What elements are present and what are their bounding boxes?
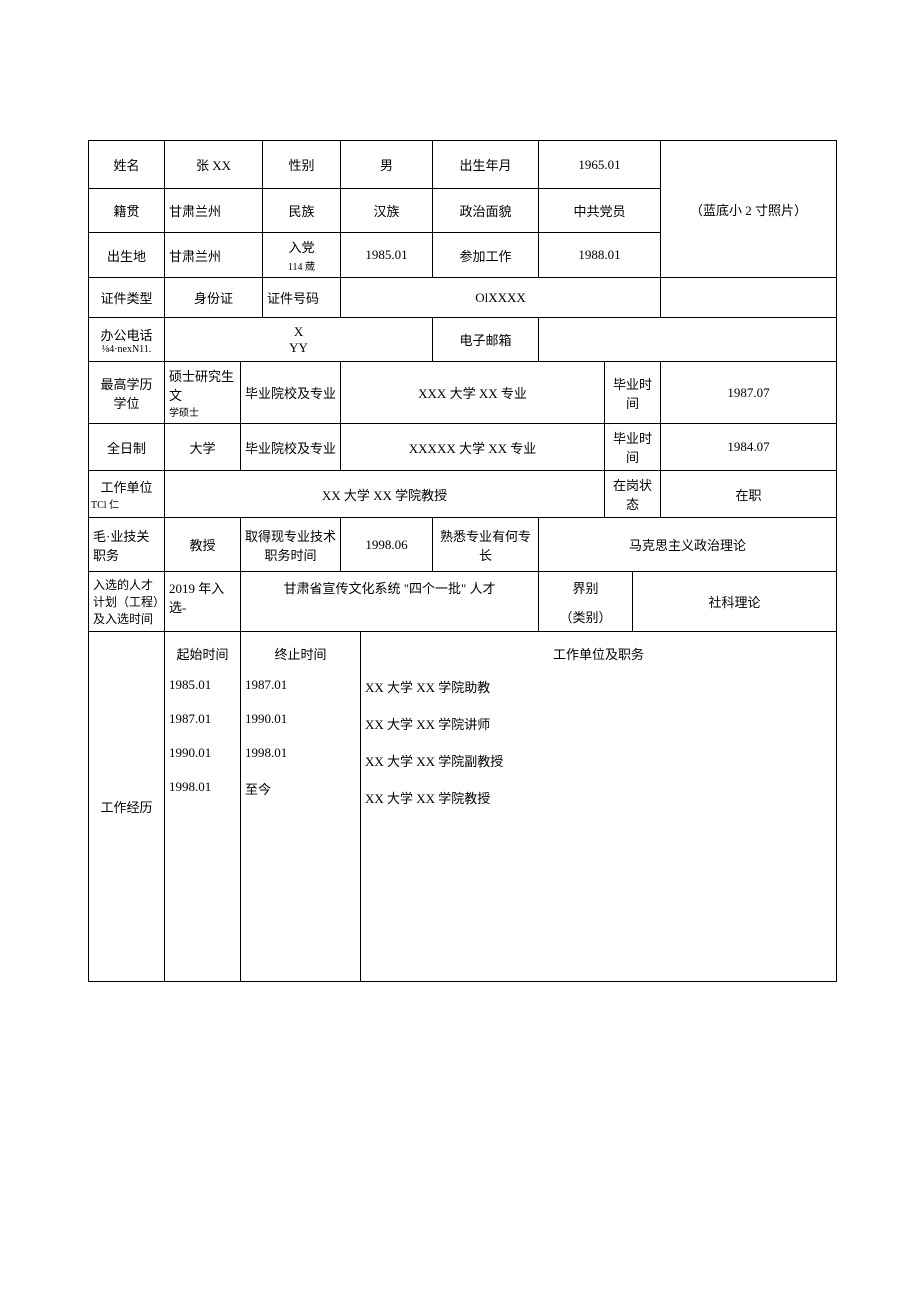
label-gradschool2: 毕业院校及专业 [241,424,341,471]
label-highestedu-2: 学位 [91,393,162,412]
history-end: 终止时间 1987.01 1990.01 1998.01 至今 [241,632,361,982]
label-workstart: 参加工作 [433,233,539,278]
label-protitle: 毛·业技关职务 [89,518,165,572]
label-gradtime1: 毕业时间 [605,362,661,424]
value-political: 中共党员 [539,189,661,233]
value-titletime: 1998.06 [341,518,433,572]
history-start-2: 1990.01 [169,745,236,761]
label-native: 籍贯 [89,189,165,233]
history-start: 起始时间 1985.01 1987.01 1990.01 1998.01 [165,632,241,982]
photo-label: （蓝底小 2 寸照片） [690,203,807,218]
value-idnum: OlXXXX [341,278,661,318]
label-phone-2: ⅛4·nexN11. [91,344,162,355]
table-row: 证件类型 身份证 证件号码 OlXXXX [89,278,837,318]
value-birth: 1965.01 [539,141,661,189]
label-phone: 办公电话 ⅛4·nexN11. [89,318,165,362]
history-job-2: XX 大学 XX 学院副教授 [365,751,832,770]
label-name: 姓名 [89,141,165,189]
label-idnum: 证件号码 [263,278,341,318]
value-gradschool2: XXXXX 大学 XX 专业 [341,424,605,471]
value-phone-1: X [167,324,430,340]
value-category: 社科理论 [633,572,837,632]
table-row: 姓名 张 XX 性别 男 出生年月 1965.01 （蓝底小 2 寸照片） [89,141,837,189]
label-workhistory: 工作经历 [89,632,165,982]
label-workunit-2: TCl 仁 [91,496,162,511]
label-idtype: 证件类型 [89,278,165,318]
label-phone-1: 办公电话 [91,325,162,344]
label-talentplan: 入选的人才计划（工程）及入选时间 [89,572,165,632]
history-start-1: 1987.01 [169,711,236,727]
history-end-3: 至今 [245,779,356,798]
label-workunit-1: 工作单位 [91,477,162,496]
label-onduty: 在岗状态 [605,471,661,518]
value-highestedu-1: 硕士研究生文 [169,366,238,404]
label-gender: 性别 [263,141,341,189]
value-name: 张 XX [165,141,263,189]
value-highestedu-2: 学硕士 [169,404,238,419]
value-protitle: 教授 [165,518,241,572]
label-category-1: 界别 [541,578,630,597]
value-highestedu: 硕士研究生文 学硕士 [165,362,241,424]
table-row: 入选的人才计划（工程）及入选时间 2019 年入选- 甘肃省宣传文化系统 "四个… [89,572,837,632]
label-starttime: 起始时间 [169,644,236,663]
label-gradtime2: 毕业时间 [605,424,661,471]
history-job-3: XX 大学 XX 学院教授 [365,788,832,807]
value-expertise: 马克思主义政治理论 [539,518,837,572]
value-phone: X YY [165,318,433,362]
table-row: 工作单位 TCl 仁 XX 大学 XX 学院教授 在岗状态 在职 [89,471,837,518]
history-end-0: 1987.01 [245,677,356,693]
value-phone-2: YY [167,340,430,356]
label-category: 界别 （类别） [539,572,633,632]
value-birthplace: 甘肃兰州 [165,233,263,278]
history-end-2: 1998.01 [245,745,356,761]
value-joinparty: 1985.01 [341,233,433,278]
value-workunit: XX 大学 XX 学院教授 [165,471,605,518]
label-email: 电子邮箱 [433,318,539,362]
label-titletime: 取得现专业技术职务时间 [241,518,341,572]
history-job-1: XX 大学 XX 学院讲师 [365,714,832,733]
value-talentplan-time: 2019 年入选- [165,572,241,632]
history-job: 工作单位及职务 XX 大学 XX 学院助教 XX 大学 XX 学院讲师 XX 大… [361,632,837,982]
label-expertise: 熟悉专业有何专长 [433,518,539,572]
label-birth: 出生年月 [433,141,539,189]
info-form: 姓名 张 XX 性别 男 出生年月 1965.01 （蓝底小 2 寸照片） 籍贯… [88,140,837,982]
label-endtime: 终止时间 [245,644,356,663]
table-row: 办公电话 ⅛4·nexN11. X YY 电子邮箱 [89,318,837,362]
history-start-3: 1998.01 [169,779,236,795]
label-highestedu: 最高学历 学位 [89,362,165,424]
history-job-0: XX 大学 XX 学院助教 [365,677,832,696]
value-fulltime: 大学 [165,424,241,471]
value-talentplan-detail: 甘肃省宣传文化系统 "四个一批" 人才 [241,572,539,632]
value-native: 甘肃兰州 [165,189,263,233]
label-workunit: 工作单位 TCl 仁 [89,471,165,518]
value-gradschool1: XXX 大学 XX 专业 [341,362,605,424]
value-gradtime1: 1987.07 [661,362,837,424]
value-ethnic: 汉族 [341,189,433,233]
label-category-2: （类别） [541,607,630,626]
label-highestedu-1: 最高学历 [91,374,162,393]
label-joinparty: 入党 114 蒇 [263,233,341,278]
table-row: 最高学历 学位 硕士研究生文 学硕士 毕业院校及专业 XXX 大学 XX 专业 … [89,362,837,424]
label-unitjob: 工作单位及职务 [365,644,832,663]
value-idtype: 身份证 [165,278,263,318]
table-row: 毛·业技关职务 教授 取得现专业技术职务时间 1998.06 熟悉专业有何专长 … [89,518,837,572]
photo-cell: （蓝底小 2 寸照片） [661,141,837,278]
label-political: 政治面貌 [433,189,539,233]
empty-cell [661,278,837,318]
label-fulltime: 全日制 [89,424,165,471]
table-row: 工作经历 起始时间 1985.01 1987.01 1990.01 1998.0… [89,632,837,982]
label-birthplace: 出生地 [89,233,165,278]
value-onduty: 在职 [661,471,837,518]
table-row: 全日制 大学 毕业院校及专业 XXXXX 大学 XX 专业 毕业时间 1984.… [89,424,837,471]
label-joinparty-2: 114 蒇 [265,258,338,273]
value-workstart: 1988.01 [539,233,661,278]
history-end-1: 1990.01 [245,711,356,727]
value-gradtime2: 1984.07 [661,424,837,471]
label-ethnic: 民族 [263,189,341,233]
value-gender: 男 [341,141,433,189]
label-joinparty-1: 入党 [265,237,338,256]
history-start-0: 1985.01 [169,677,236,693]
value-email [539,318,837,362]
label-gradschool1: 毕业院校及专业 [241,362,341,424]
